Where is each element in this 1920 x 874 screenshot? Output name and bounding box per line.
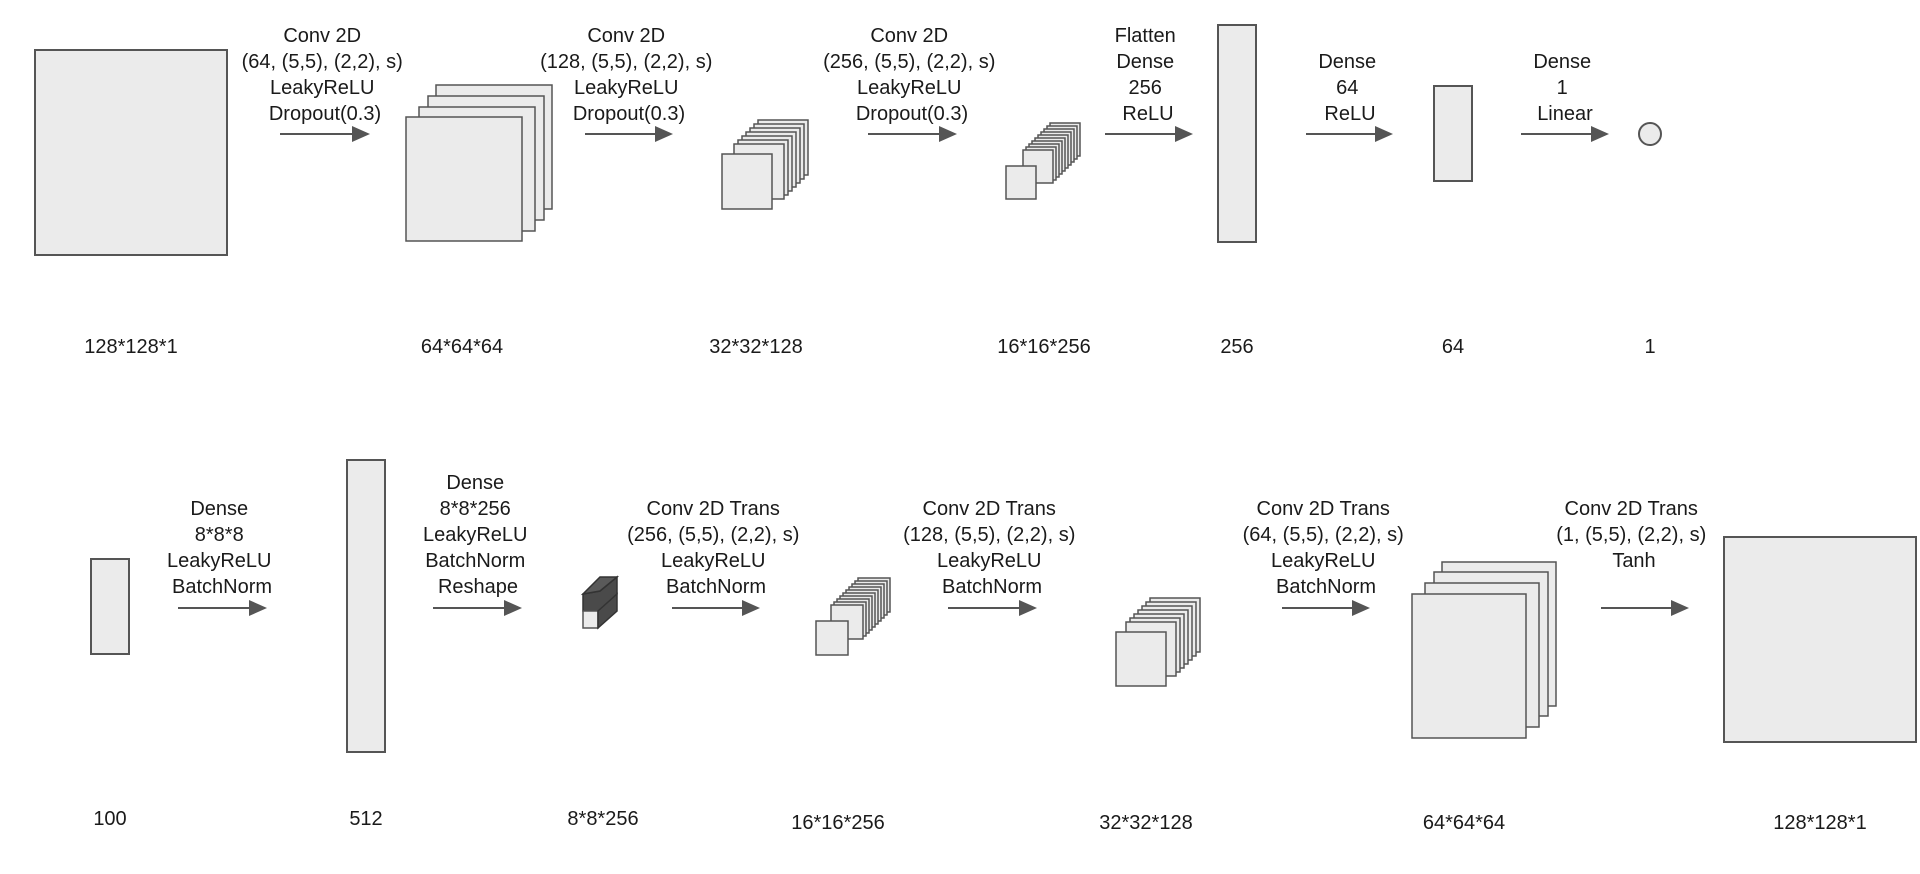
disc-step-2-label: Conv 2D (128, (5,5), (2,2), s) LeakyReLU… <box>540 25 718 125</box>
discriminator-row: Conv 2D (64, (5,5), (2,2), s) LeakyReLU … <box>34 24 1662 358</box>
gen-dense-512-vector <box>346 459 386 753</box>
gen-step-2-label: Dense 8*8*256 LeakyReLU BatchNorm Reshap… <box>423 472 533 598</box>
gen-input-vector <box>90 558 130 655</box>
gen-arrow-5 <box>1282 600 1370 616</box>
gen-dim-2: 8*8*256 <box>567 808 638 830</box>
disc-dim-4: 256 <box>1220 336 1253 358</box>
gen-dim-4: 32*32*128 <box>1099 812 1192 834</box>
disc-dim-5: 64 <box>1442 336 1464 358</box>
gen-arrow-2 <box>433 600 522 616</box>
gen-input-dim: 100 <box>93 808 126 830</box>
gen-feature-stack-64 <box>1411 561 1557 739</box>
gen-reshape-cube <box>580 575 620 630</box>
disc-arrow-1 <box>280 126 370 142</box>
gen-step-5-label: Conv 2D Trans (64, (5,5), (2,2), s) Leak… <box>1243 498 1410 598</box>
gen-step-3-label: Conv 2D Trans (256, (5,5), (2,2), s) Lea… <box>627 498 805 598</box>
gen-step-6-label: Conv 2D Trans (1, (5,5), (2,2), s) Tanh <box>1556 498 1712 572</box>
disc-step-6-label: Dense 1 Linear <box>1533 51 1596 125</box>
gen-output-image <box>1723 536 1917 743</box>
disc-dim-6: 1 <box>1644 336 1655 358</box>
disc-arrow-2 <box>585 126 673 142</box>
disc-output-neuron <box>1638 122 1662 146</box>
gen-dim-6: 128*128*1 <box>1773 812 1866 834</box>
disc-arrow-4 <box>1105 126 1193 142</box>
gen-step-4-label: Conv 2D Trans (128, (5,5), (2,2), s) Lea… <box>903 498 1081 598</box>
disc-feature-stack-64 <box>405 84 553 242</box>
gen-arrow-1 <box>178 600 267 616</box>
gen-arrow-4 <box>948 600 1037 616</box>
gen-dim-3: 16*16*256 <box>791 812 884 834</box>
disc-dim-2: 32*32*128 <box>709 336 802 358</box>
disc-input-tensor <box>34 49 228 256</box>
disc-step-5-label: Dense 64 ReLU <box>1318 51 1381 125</box>
gen-feature-stack-256 <box>815 577 891 656</box>
gen-arrow-3 <box>672 600 760 616</box>
disc-dense-256-vector <box>1217 24 1257 243</box>
disc-dense-64-vector <box>1433 85 1473 182</box>
disc-step-3-label: Conv 2D (256, (5,5), (2,2), s) LeakyReLU… <box>823 25 1001 125</box>
disc-arrow-5 <box>1306 126 1393 142</box>
gen-step-1-label: Dense 8*8*8 LeakyReLU BatchNorm <box>167 498 277 598</box>
disc-dim-1: 64*64*64 <box>421 336 503 358</box>
disc-arrow-3 <box>868 126 957 142</box>
disc-feature-stack-128 <box>721 119 809 210</box>
disc-feature-stack-256 <box>1005 122 1081 200</box>
gen-dim-1: 512 <box>349 808 382 830</box>
generator-row: Dense 8*8*8 LeakyReLU BatchNorm Dense 8*… <box>90 459 1917 834</box>
disc-step-4-label: Flatten Dense 256 ReLU <box>1115 25 1182 125</box>
gen-dim-5: 64*64*64 <box>1423 812 1505 834</box>
disc-input-dim: 128*128*1 <box>84 336 177 358</box>
disc-arrow-6 <box>1521 126 1609 142</box>
disc-dim-3: 16*16*256 <box>997 336 1090 358</box>
gen-arrow-6 <box>1601 600 1689 616</box>
gen-feature-stack-128 <box>1115 597 1201 687</box>
disc-step-1-label: Conv 2D (64, (5,5), (2,2), s) LeakyReLU … <box>242 25 409 125</box>
